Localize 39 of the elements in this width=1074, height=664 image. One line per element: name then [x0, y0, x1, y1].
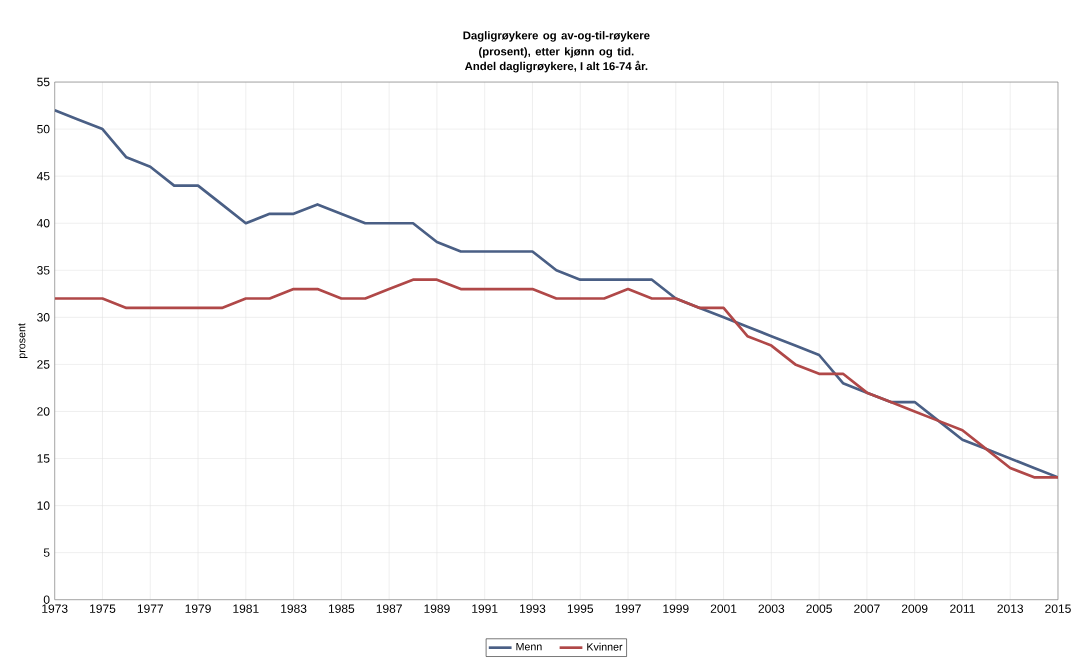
y-tick-label: 45 [36, 172, 50, 181]
y-tick-label: 25 [37, 360, 50, 369]
chart-subtitle: Andel dagligrøykere, I alt 16-74 år. [464, 60, 648, 73]
y-tick-label: 35 [37, 266, 50, 275]
legend-label: Menn [516, 643, 542, 651]
x-tick-label: 1983 [281, 604, 307, 614]
x-tick-label: 1993 [520, 604, 546, 614]
y-tick-label: 15 [37, 454, 50, 463]
chart-title: Dagligrøykere og av-og-til-røykere (prosent), etter kjønn og tid. [463, 31, 650, 58]
y-tick-label: 30 [37, 313, 50, 322]
x-tick-label: 1995 [567, 604, 594, 614]
y-tick-label: 5 [43, 548, 50, 557]
x-tick-label: 2013 [997, 604, 1024, 614]
y-tick-label: 40 [36, 219, 50, 228]
legend-label: Kvinner [587, 642, 623, 651]
y-tick-label: 0 [43, 595, 50, 605]
y-tick-label: 10 [37, 501, 50, 510]
x-tick-label: 1979 [185, 604, 211, 614]
x-tick-label: 2007 [854, 604, 880, 614]
x-tick-label: 1999 [663, 604, 689, 614]
x-tick-label: 1975 [90, 604, 116, 614]
x-tick-label: 2003 [758, 604, 785, 614]
x-tick-label: 1973 [42, 604, 68, 614]
x-tick-label: 1997 [615, 604, 641, 614]
x-tick-label: 1977 [137, 604, 163, 614]
x-tick-label: 1989 [424, 604, 450, 614]
x-tick-label: 2001 [710, 604, 737, 614]
y-tick-label: 55 [37, 77, 50, 87]
x-tick-label: 2005 [806, 604, 832, 614]
y-axis-title: prosent [18, 323, 28, 359]
x-tick-label: 2011 [950, 604, 975, 614]
x-tick-label: 2015 [1045, 604, 1071, 614]
x-tick-label: 1987 [376, 604, 402, 614]
y-tick-label: 50 [37, 124, 50, 134]
x-tick-label: 2009 [901, 604, 928, 614]
y-tick-label: 20 [37, 407, 50, 416]
x-tick-label: 1991 [472, 604, 498, 614]
x-tick-label: 1981 [233, 604, 259, 614]
x-tick-label: 1985 [328, 604, 355, 614]
